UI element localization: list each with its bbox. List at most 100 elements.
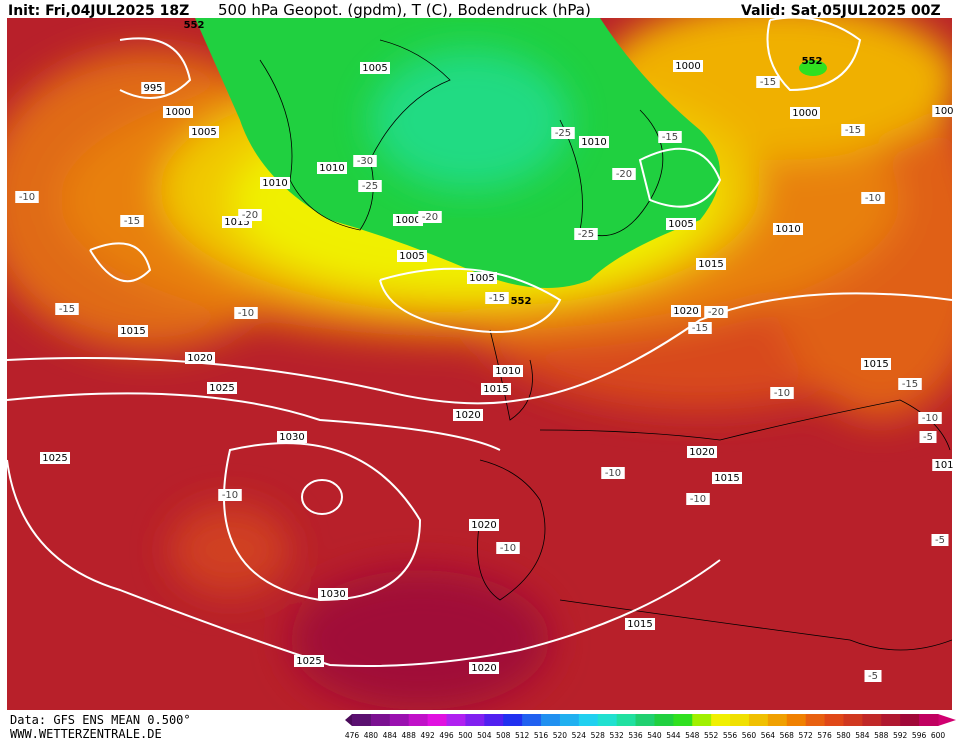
- colorbar-label: 568: [780, 731, 795, 740]
- colorbar-label: 524: [572, 731, 587, 740]
- isobar-label: 1005: [469, 273, 494, 284]
- isobar-label: 1015: [224, 217, 249, 228]
- temperature-label: -10: [690, 494, 706, 505]
- colorbar-swatch: [484, 714, 504, 726]
- colorbar-swatch: [824, 714, 844, 726]
- temperature-label: -10: [865, 193, 881, 204]
- temperature-label: -25: [578, 229, 594, 240]
- temperature-label: -15: [760, 77, 776, 88]
- colorbar-swatch: [919, 714, 939, 726]
- colorbar-label: 532: [609, 731, 624, 740]
- temperature-label-box: [898, 378, 922, 390]
- colorbar-swatch: [654, 714, 674, 726]
- temperature-label-box: [919, 431, 937, 443]
- colorbar-label: 544: [666, 731, 681, 740]
- colorbar-label: 496: [439, 731, 454, 740]
- colorbar-label: 584: [855, 731, 870, 740]
- temperature-label: -10: [222, 490, 238, 501]
- temperature-label: -10: [19, 192, 35, 203]
- isobar-label: 1025: [296, 656, 321, 667]
- isobar-label: 1015: [483, 384, 508, 395]
- map-title: 500 hPa Geopot. (gpdm), T (C), Bodendruc…: [218, 1, 591, 19]
- temperature-label: -15: [902, 379, 918, 390]
- colorbar-label: 564: [761, 731, 776, 740]
- colorbar-high-arrow: [938, 714, 956, 726]
- colorbar-label: 592: [893, 731, 908, 740]
- isobar-label-box: [393, 214, 423, 226]
- isobar-label: 1005: [191, 127, 216, 138]
- colorbar-swatch: [616, 714, 637, 726]
- temperature-label: -10: [500, 543, 516, 554]
- colorbar-swatch: [635, 714, 655, 726]
- colorbar-label: 520: [553, 731, 568, 740]
- temperature-label: -20: [422, 212, 438, 223]
- temperature-label-box: [15, 191, 39, 203]
- colorbar-swatch: [578, 714, 599, 726]
- temperature-label: -15: [59, 304, 75, 315]
- temperature-label-box: [686, 493, 710, 505]
- isobar-label: 1000: [792, 108, 817, 119]
- colorbar-label: 600: [931, 731, 946, 740]
- data-source: Data: GFS ENS MEAN 0.500°: [10, 713, 191, 727]
- colorbar-swatch: [692, 714, 712, 726]
- colorbar-label: 516: [534, 731, 549, 740]
- isobar-label-box: [773, 223, 803, 235]
- isobar-label: 1005: [362, 63, 387, 74]
- isobar-label-box: [687, 446, 717, 458]
- isobar-label: 1005: [399, 251, 424, 262]
- isobar-label-box: [453, 409, 483, 421]
- temperature-label-box: [770, 387, 794, 399]
- isobar-label: 1030: [279, 432, 304, 443]
- temperature-label-box: [234, 307, 258, 319]
- isobar-label: 1025: [209, 383, 234, 394]
- colorbar-swatch: [900, 714, 920, 726]
- temperature-label-box: [551, 127, 575, 139]
- isobar-label: 1010: [581, 137, 606, 148]
- geopotential-label: 552: [184, 20, 205, 31]
- isobar-label-box: [318, 588, 348, 600]
- temperature-label: -10: [774, 388, 790, 399]
- colorbar-label: 488: [402, 731, 417, 740]
- isobar-label-box: [260, 177, 290, 189]
- colorbar-swatch: [748, 714, 769, 726]
- isobar-label: 1015: [863, 359, 888, 370]
- colorbar-label: 588: [874, 731, 889, 740]
- temperature-label-box: [218, 489, 242, 501]
- temperature-label-box: [358, 180, 382, 192]
- colorbar-swatch: [843, 714, 863, 726]
- temperature-label-box: [756, 76, 780, 88]
- colorbar-label: 552: [704, 731, 719, 740]
- temperature-label: -10: [605, 468, 621, 479]
- isobar-label-box: [185, 352, 215, 364]
- isobar-label: 1005: [668, 219, 693, 230]
- temperature-label: -15: [662, 132, 678, 143]
- colorbar-label: 596: [912, 731, 927, 740]
- isobar-label-box: [932, 105, 956, 117]
- colorbar-low-arrow: [345, 714, 352, 726]
- colorbar-swatch: [805, 714, 826, 726]
- isobar-label-box: [493, 365, 523, 377]
- colorbar-label: 576: [817, 731, 832, 740]
- colorbar-swatch: [427, 714, 448, 726]
- site: WWW.WETTERZENTRALE.DE: [10, 727, 162, 741]
- temperature-label: -20: [616, 169, 632, 180]
- temperature-label-box: [931, 534, 949, 546]
- temperature-label-box: [238, 209, 262, 221]
- isobar-label: 1015: [627, 619, 652, 630]
- colorbar-label: 536: [628, 731, 643, 740]
- colorbar-swatch: [503, 714, 523, 726]
- geopotential-label: 552: [802, 56, 823, 67]
- colorbar-label: 512: [515, 731, 530, 740]
- isobar-label-box: [118, 325, 148, 337]
- colorbar-swatch: [522, 714, 542, 726]
- colorbar-label: 540: [647, 731, 662, 740]
- isobar-label: 995: [143, 83, 162, 94]
- temperature-label-box: [918, 412, 942, 424]
- isobar-label: 1015: [714, 473, 739, 484]
- isobar-label-box: [932, 459, 956, 471]
- temperature-label: -30: [357, 156, 373, 167]
- isobar-label: 1000: [675, 61, 700, 72]
- isobar-label-box: [481, 383, 511, 395]
- colorbar-label: 508: [496, 731, 511, 740]
